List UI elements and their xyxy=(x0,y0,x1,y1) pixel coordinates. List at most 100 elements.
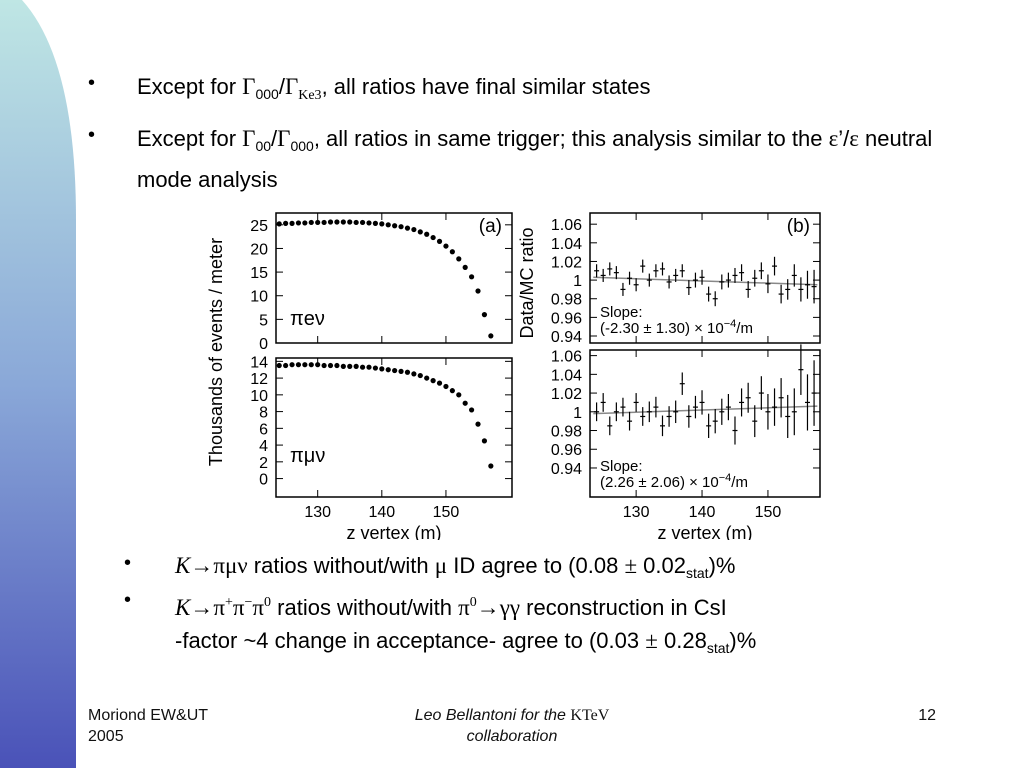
data-point xyxy=(359,219,366,226)
slope-number: (2.26 ± 2.06) × 10 xyxy=(600,474,719,491)
y-tick-label: 20 xyxy=(250,241,268,258)
y-tick-label: 0.96 xyxy=(551,310,582,327)
y-tick-label: 2 xyxy=(259,455,268,472)
error-bar xyxy=(791,264,797,287)
plot-frame xyxy=(589,349,821,498)
data-point xyxy=(366,364,372,370)
y-tick-label: 10 xyxy=(250,388,268,405)
y-tick-label: 0.98 xyxy=(551,292,582,309)
slope-title: Slope: xyxy=(600,458,643,475)
y-tick-label: 0 xyxy=(259,336,268,353)
error-bar xyxy=(745,281,751,298)
data-point xyxy=(295,362,302,368)
error-bar xyxy=(653,264,659,278)
error-bar xyxy=(607,416,613,436)
error-bar xyxy=(653,396,659,418)
error-bar xyxy=(706,413,712,439)
data-point xyxy=(488,333,494,339)
bullet-text: K→πμν ratios without/with μ ID agree to … xyxy=(175,553,736,581)
x-axis-label: z vertex (m) xyxy=(346,523,441,540)
data-point xyxy=(424,231,430,237)
slope-exponent: −4 xyxy=(724,318,737,330)
error-bar xyxy=(772,256,778,276)
error-bar xyxy=(600,393,606,412)
data-point xyxy=(385,367,391,373)
data-point xyxy=(404,225,411,231)
error-bar xyxy=(725,272,731,288)
panel-tag: (b) xyxy=(787,216,810,237)
y-tick-label: 0.96 xyxy=(551,442,582,459)
data-point xyxy=(417,372,423,379)
error-bar xyxy=(699,390,705,415)
error-bar xyxy=(627,271,633,285)
data-point xyxy=(289,362,295,368)
data-point xyxy=(315,362,321,368)
data-point xyxy=(404,369,411,375)
x-tick-label: 150 xyxy=(755,504,782,521)
slope-title: Slope: xyxy=(600,304,643,321)
data-point xyxy=(449,388,455,394)
error-bar xyxy=(804,270,810,299)
data-point xyxy=(462,400,468,406)
y-tick-label: 15 xyxy=(250,265,268,282)
error-bar xyxy=(798,277,804,302)
error-bar xyxy=(633,393,639,412)
y-tick-label: 4 xyxy=(259,438,268,455)
x-tick-label: 130 xyxy=(623,504,650,521)
error-bar xyxy=(712,291,718,307)
fit-line xyxy=(593,405,818,415)
error-bar xyxy=(627,411,633,431)
error-bar xyxy=(765,274,771,294)
data-point xyxy=(417,229,423,235)
error-bar xyxy=(752,405,758,438)
side-bar xyxy=(0,0,76,768)
data-point xyxy=(359,364,366,370)
panel-tag: (a) xyxy=(479,216,502,237)
y-tick-label: 1 xyxy=(573,273,582,290)
data-point xyxy=(327,362,334,369)
data-point xyxy=(289,220,295,226)
plot-frame xyxy=(589,212,821,344)
error-bar xyxy=(633,278,639,292)
error-bar xyxy=(699,269,705,285)
slope-value: (2.26 ± 2.06) × 10−4/m xyxy=(600,472,748,491)
error-bar xyxy=(811,269,817,304)
data-point xyxy=(481,312,488,318)
data-point xyxy=(475,288,481,294)
data-point xyxy=(398,368,404,374)
data-point xyxy=(468,407,475,413)
data-point xyxy=(436,238,443,244)
slope-unit: /m xyxy=(736,320,753,337)
y-tick-label: 10 xyxy=(250,289,268,306)
data-point xyxy=(372,220,379,226)
x-tick-label: 130 xyxy=(304,504,331,521)
data-point xyxy=(315,219,321,226)
y-tick-label: 0 xyxy=(259,472,268,489)
fit-line xyxy=(593,276,818,286)
bullet-text: Except for Γ000/ΓKe3, all ratios have fi… xyxy=(137,74,651,103)
data-point xyxy=(340,219,346,225)
error-bar xyxy=(666,275,672,289)
error-bar xyxy=(745,382,751,413)
footer-left: Moriond EW&UT 2005 xyxy=(88,705,208,747)
error-bar xyxy=(758,262,764,280)
data-point xyxy=(295,220,302,226)
y-tick-label: 1.06 xyxy=(551,349,582,366)
data-point xyxy=(488,463,494,469)
data-point xyxy=(308,219,314,226)
channel-label: πeν xyxy=(290,308,325,330)
error-bar xyxy=(640,407,646,426)
error-bar xyxy=(686,280,692,296)
data-point xyxy=(468,274,475,280)
error-bar xyxy=(692,395,698,419)
channel-label: πμν xyxy=(290,445,325,467)
error-bar xyxy=(686,405,692,428)
slope-exponent: −4 xyxy=(719,472,732,484)
y-tick-label: 1.04 xyxy=(551,367,582,384)
x-tick-label: 140 xyxy=(368,504,395,521)
error-bar xyxy=(679,372,685,395)
error-bar xyxy=(692,272,698,288)
data-point xyxy=(372,365,379,371)
y-tick-label: 5 xyxy=(259,312,268,329)
